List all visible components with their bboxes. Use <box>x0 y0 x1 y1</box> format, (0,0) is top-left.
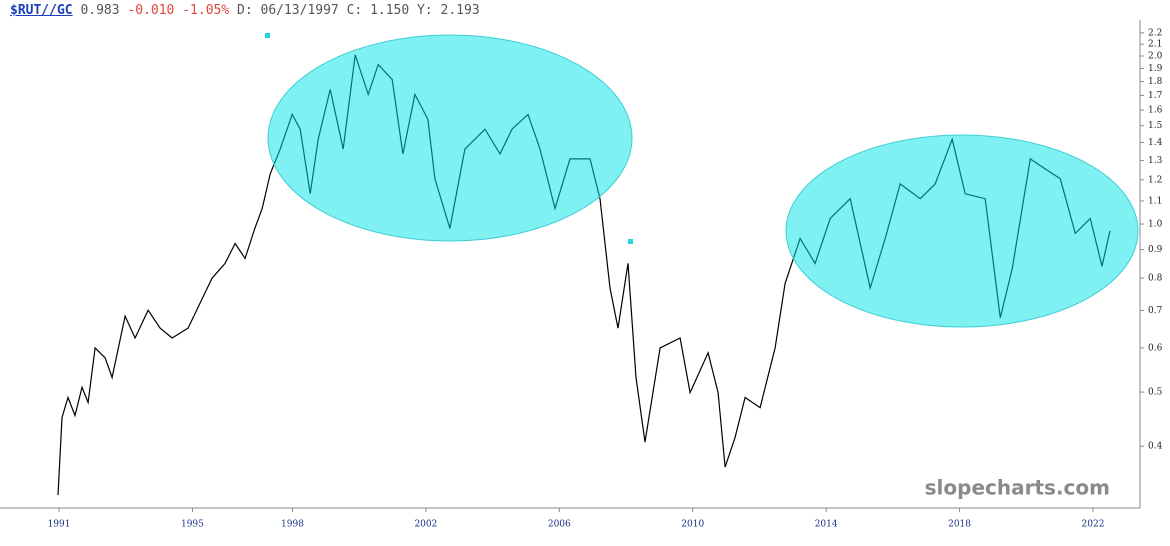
y-tick-label: 2.2 <box>1148 28 1162 38</box>
x-tick-label: 2002 <box>414 520 437 530</box>
cursor-info: D: 06/13/1997 C: 1.150 Y: 2.193 <box>237 3 480 18</box>
y-tick-label: 0.7 <box>1148 306 1163 316</box>
last-price: 0.983 <box>80 3 120 18</box>
y-tick-label: 0.5 <box>1148 388 1163 398</box>
y-tick-label: 2.0 <box>1148 51 1163 61</box>
y-tick-label: 1.6 <box>1148 106 1163 116</box>
y-tick-label: 1.7 <box>1148 91 1163 101</box>
header: $RUT//GC 0.983 -0.010 -1.05% D: 06/13/19… <box>10 3 480 18</box>
marker-square <box>628 239 633 244</box>
y-tick-label: 1.9 <box>1148 64 1163 74</box>
y-tick-label: 0.8 <box>1148 274 1163 284</box>
y-tick-label: 1.5 <box>1148 121 1163 131</box>
y-tick-label: 1.2 <box>1148 175 1162 185</box>
y-tick-label: 1.8 <box>1148 77 1163 87</box>
x-tick-label: 2014 <box>815 520 838 530</box>
x-tick-label: 2006 <box>548 520 571 530</box>
change-pct: -1.05% <box>182 3 230 18</box>
x-tick-label: 2018 <box>948 520 971 530</box>
x-tick-label: 2010 <box>681 520 704 530</box>
y-tick-label: 1.0 <box>1148 220 1163 230</box>
x-tick-label: 2022 <box>1082 520 1105 530</box>
y-tick-label: 0.6 <box>1148 343 1163 353</box>
y-tick-label: 1.4 <box>1148 138 1163 148</box>
x-tick-label: 1998 <box>281 520 304 530</box>
highlight-ellipse <box>267 34 633 242</box>
y-tick-label: 0.9 <box>1148 245 1163 255</box>
y-tick-label: 1.1 <box>1148 196 1162 206</box>
watermark: slopecharts.com <box>925 476 1110 500</box>
marker-square <box>265 33 270 38</box>
x-tick-label: 1995 <box>181 520 204 530</box>
highlight-ellipse <box>785 134 1139 328</box>
y-tick-label: 2.1 <box>1148 40 1162 50</box>
x-tick-label: 1991 <box>48 520 71 530</box>
symbol[interactable]: $RUT//GC <box>10 3 73 18</box>
change: -0.010 <box>127 3 175 18</box>
y-tick-label: 0.4 <box>1148 442 1163 452</box>
y-tick-label: 1.3 <box>1148 156 1163 166</box>
